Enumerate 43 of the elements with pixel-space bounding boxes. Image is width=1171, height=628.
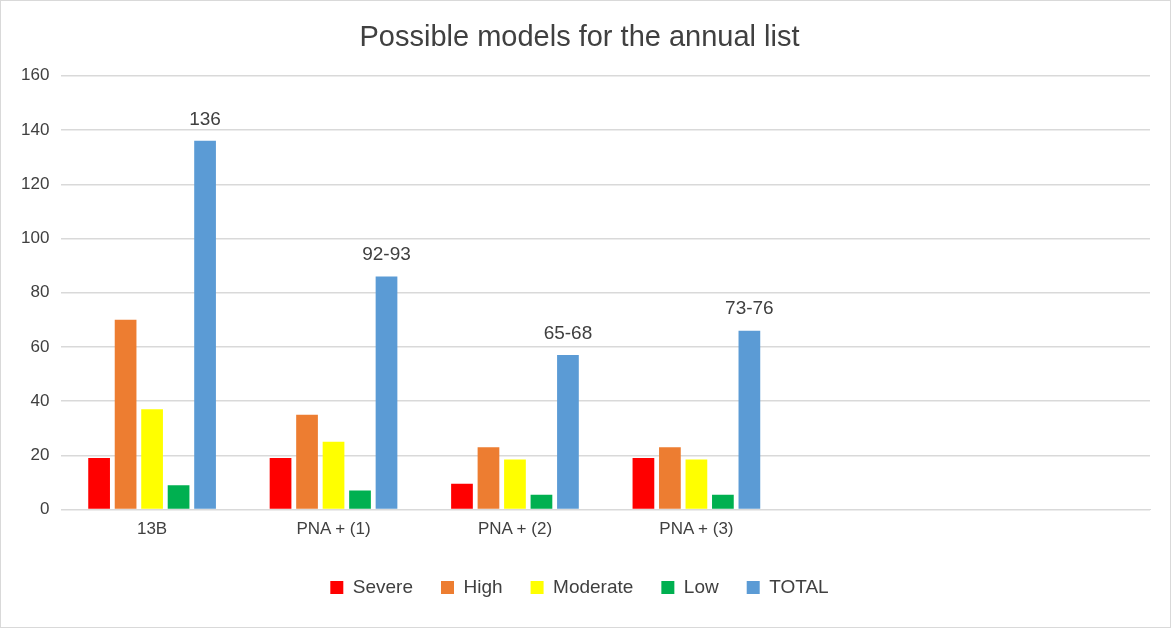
bar [477,447,500,509]
bar [322,441,345,509]
bar [114,319,137,509]
legend-label: High [463,575,503,597]
bar [632,458,655,509]
y-tick-label: 20 [30,445,50,465]
y-tick-label: 40 [30,390,50,410]
chart-title: Possible models for the annual list [359,20,800,53]
bar [451,483,473,509]
y-tick-label: 120 [20,173,50,193]
bar [738,330,761,509]
y-tick-label: 0 [39,499,50,519]
data-label: 92-93 [362,243,411,265]
y-tick-label: 60 [30,336,50,356]
bar [659,447,681,509]
legend-label: Low [683,575,719,597]
data-label: 136 [189,107,221,129]
bar [504,459,526,509]
y-tick-label: 100 [20,228,50,248]
bar [296,414,318,509]
data-label: 73-76 [725,297,774,319]
data-label: 65-68 [543,321,593,343]
y-tick-label: 160 [20,65,50,85]
bar [167,485,190,509]
legend-label: Severe [352,575,414,597]
bar [375,276,398,509]
x-tick-label: PNA + (2) [477,519,553,539]
bar [88,458,110,509]
y-tick-label: 80 [30,282,50,302]
bar [349,490,371,509]
bar [712,494,734,509]
bar [685,459,708,509]
x-tick-label: PNA + (1) [296,519,371,539]
bar [269,458,292,509]
y-tick-label: 140 [20,119,50,139]
bar [194,140,216,509]
bar [557,355,579,509]
x-tick-label: 13B [136,519,168,539]
bar [530,494,553,509]
legend-label: TOTAL [769,575,829,597]
bar [141,409,163,509]
legend-label: Moderate [553,575,634,597]
x-tick-label: PNA + (3) [659,519,734,539]
